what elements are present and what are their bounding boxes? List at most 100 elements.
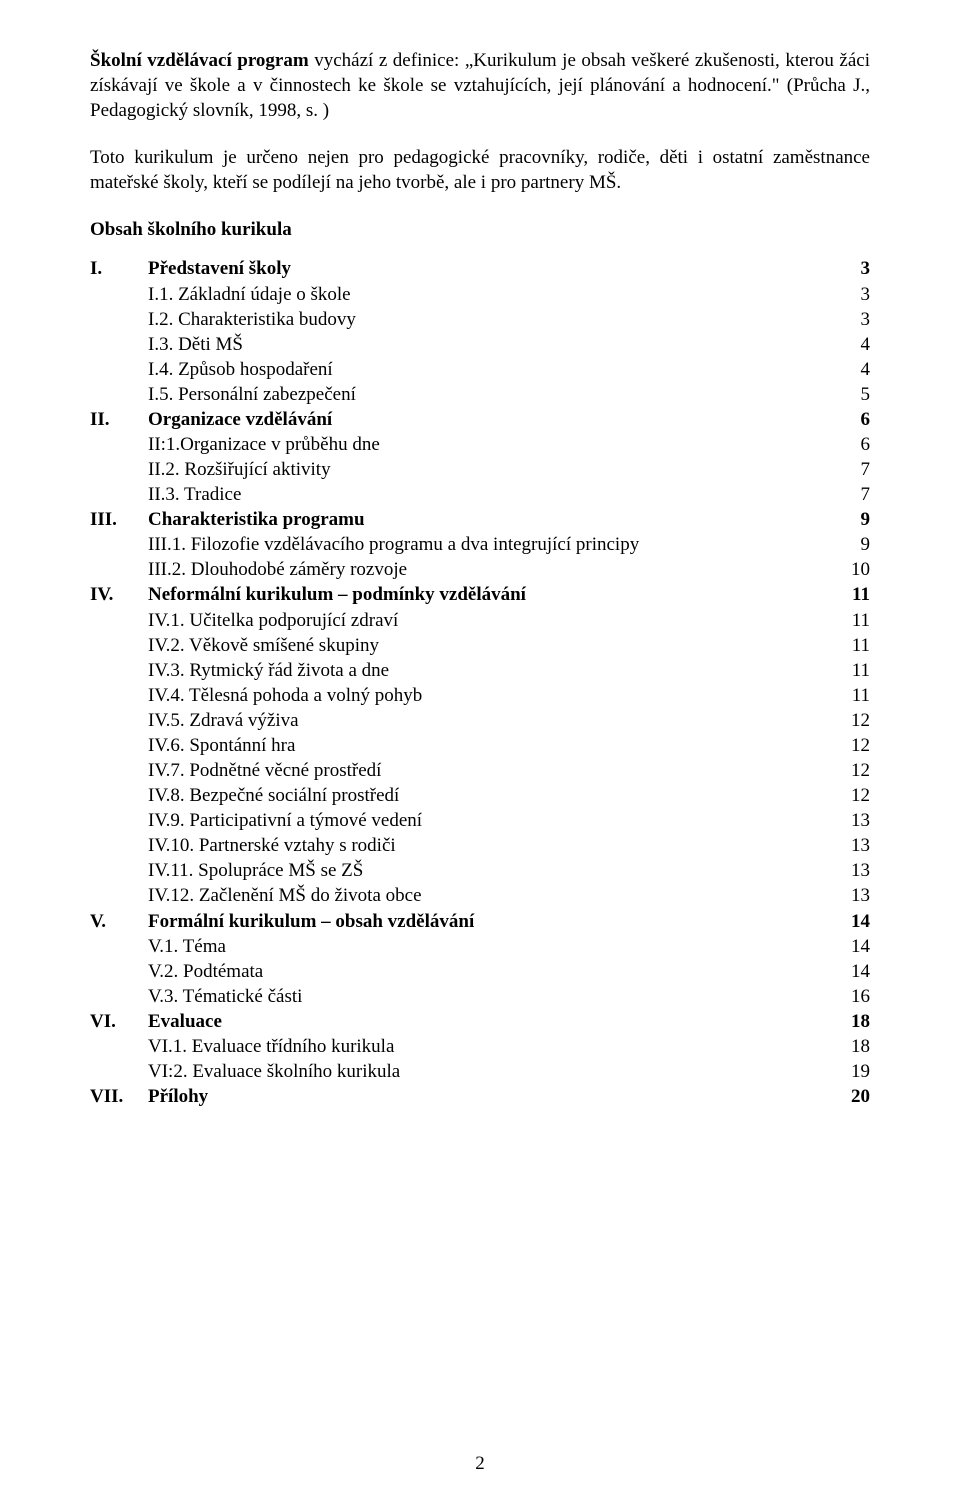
toc-sub-row: II:1.Organizace v průběhu dne6 bbox=[90, 432, 870, 457]
toc-page: 11 bbox=[830, 582, 870, 607]
toc-page: 12 bbox=[830, 733, 870, 758]
toc-roman bbox=[90, 683, 148, 708]
toc-label: IV.2. Věkově smíšené skupiny bbox=[148, 633, 830, 658]
toc-roman bbox=[90, 708, 148, 733]
toc-label: IV.6. Spontánní hra bbox=[148, 733, 830, 758]
toc-roman: V. bbox=[90, 909, 148, 934]
toc-label: IV.10. Partnerské vztahy s rodiči bbox=[148, 833, 830, 858]
toc-page: 4 bbox=[830, 357, 870, 382]
toc-page: 14 bbox=[830, 909, 870, 934]
toc-label: I.4. Způsob hospodaření bbox=[148, 357, 830, 382]
toc-section-row: IV.Neformální kurikulum – podmínky vzděl… bbox=[90, 582, 870, 607]
toc-label: Představení školy bbox=[148, 256, 830, 281]
toc-roman: II. bbox=[90, 407, 148, 432]
toc-page: 18 bbox=[830, 1009, 870, 1034]
intro-lead-bold: Školní vzdělávací program bbox=[90, 50, 309, 71]
toc-page: 11 bbox=[830, 608, 870, 633]
toc-page: 12 bbox=[830, 708, 870, 733]
toc-page: 7 bbox=[830, 457, 870, 482]
toc-label: IV.12. Začlenění MŠ do života obce bbox=[148, 883, 830, 908]
toc-roman: VII. bbox=[90, 1084, 148, 1109]
toc-roman: VI. bbox=[90, 1009, 148, 1034]
toc-label: IV.9. Participativní a týmové vedení bbox=[148, 808, 830, 833]
toc-page: 9 bbox=[830, 532, 870, 557]
toc-page: 11 bbox=[830, 658, 870, 683]
toc-label: I.1. Základní údaje o škole bbox=[148, 282, 830, 307]
toc-sub-row: V.2. Podtémata14 bbox=[90, 959, 870, 984]
toc-roman bbox=[90, 934, 148, 959]
toc-roman bbox=[90, 959, 148, 984]
toc-sub-row: III.1. Filozofie vzdělávacího programu a… bbox=[90, 532, 870, 557]
toc-label: V.3. Tématické části bbox=[148, 984, 830, 1009]
toc-sub-row: I.1. Základní údaje o škole3 bbox=[90, 282, 870, 307]
toc-page: 7 bbox=[830, 482, 870, 507]
toc-page: 10 bbox=[830, 557, 870, 582]
toc-section-row: I.Představení školy3 bbox=[90, 256, 870, 281]
toc-label: I.3. Děti MŠ bbox=[148, 332, 830, 357]
toc-roman bbox=[90, 357, 148, 382]
toc-section-row: III.Charakteristika programu9 bbox=[90, 507, 870, 532]
toc-roman bbox=[90, 457, 148, 482]
toc-sub-row: I.2. Charakteristika budovy3 bbox=[90, 307, 870, 332]
toc-sub-row: II.2. Rozšiřující aktivity7 bbox=[90, 457, 870, 482]
toc-label: IV.11. Spolupráce MŠ se ZŠ bbox=[148, 858, 830, 883]
toc-label: IV.3. Rytmický řád života a dne bbox=[148, 658, 830, 683]
toc-page: 14 bbox=[830, 934, 870, 959]
document-page: Školní vzdělávací program vychází z defi… bbox=[0, 0, 960, 1511]
toc-label: VI.1. Evaluace třídního kurikula bbox=[148, 1034, 830, 1059]
toc-page: 11 bbox=[830, 633, 870, 658]
toc-page: 16 bbox=[830, 984, 870, 1009]
toc-page: 14 bbox=[830, 959, 870, 984]
toc-label: Přílohy bbox=[148, 1084, 830, 1109]
toc-page: 3 bbox=[830, 256, 870, 281]
toc-roman bbox=[90, 1034, 148, 1059]
toc-page: 3 bbox=[830, 307, 870, 332]
page-number: 2 bbox=[0, 1453, 960, 1475]
toc-sub-row: IV.5. Zdravá výživa12 bbox=[90, 708, 870, 733]
toc-page: 6 bbox=[830, 407, 870, 432]
toc-label: I.5. Personální zabezpečení bbox=[148, 382, 830, 407]
toc-label: IV.7. Podnětné věcné prostředí bbox=[148, 758, 830, 783]
toc-roman bbox=[90, 984, 148, 1009]
toc-roman bbox=[90, 432, 148, 457]
toc-page: 5 bbox=[830, 382, 870, 407]
toc-page: 18 bbox=[830, 1034, 870, 1059]
toc-label: VI:2. Evaluace školního kurikula bbox=[148, 1059, 830, 1084]
toc-label: Formální kurikulum – obsah vzdělávání bbox=[148, 909, 830, 934]
toc-sub-row: I.4. Způsob hospodaření4 bbox=[90, 357, 870, 382]
toc-label: Organizace vzdělávání bbox=[148, 407, 830, 432]
toc-page: 13 bbox=[830, 833, 870, 858]
toc-sub-row: I.5. Personální zabezpečení5 bbox=[90, 382, 870, 407]
toc-roman bbox=[90, 808, 148, 833]
toc-page: 13 bbox=[830, 883, 870, 908]
toc-heading: Obsah školního kurikula bbox=[90, 217, 870, 242]
toc-page: 20 bbox=[830, 1084, 870, 1109]
toc-label: IV.5. Zdravá výživa bbox=[148, 708, 830, 733]
toc-page: 19 bbox=[830, 1059, 870, 1084]
toc-page: 12 bbox=[830, 758, 870, 783]
toc-page: 13 bbox=[830, 858, 870, 883]
toc-roman bbox=[90, 332, 148, 357]
toc-label: Charakteristika programu bbox=[148, 507, 830, 532]
toc-roman bbox=[90, 557, 148, 582]
toc-label: III.2. Dlouhodobé záměry rozvoje bbox=[148, 557, 830, 582]
toc-sub-row: V.3. Tématické části16 bbox=[90, 984, 870, 1009]
toc-sub-row: IV.7. Podnětné věcné prostředí12 bbox=[90, 758, 870, 783]
toc-roman bbox=[90, 783, 148, 808]
toc-table: I.Představení školy3I.1. Základní údaje … bbox=[90, 256, 870, 1109]
toc-label: II.2. Rozšiřující aktivity bbox=[148, 457, 830, 482]
toc-roman bbox=[90, 382, 148, 407]
toc-page: 9 bbox=[830, 507, 870, 532]
toc-label: IV.4. Tělesná pohoda a volný pohyb bbox=[148, 683, 830, 708]
toc-sub-row: I.3. Děti MŠ4 bbox=[90, 332, 870, 357]
toc-roman bbox=[90, 307, 148, 332]
toc-page: 12 bbox=[830, 783, 870, 808]
toc-sub-row: IV.3. Rytmický řád života a dne11 bbox=[90, 658, 870, 683]
toc-sub-row: IV.4. Tělesná pohoda a volný pohyb11 bbox=[90, 683, 870, 708]
toc-page: 13 bbox=[830, 808, 870, 833]
toc-label: II:1.Organizace v průběhu dne bbox=[148, 432, 830, 457]
toc-label: V.1. Téma bbox=[148, 934, 830, 959]
toc-label: Neformální kurikulum – podmínky vzdělává… bbox=[148, 582, 830, 607]
toc-section-row: VI.Evaluace18 bbox=[90, 1009, 870, 1034]
toc-sub-row: VI.1. Evaluace třídního kurikula18 bbox=[90, 1034, 870, 1059]
